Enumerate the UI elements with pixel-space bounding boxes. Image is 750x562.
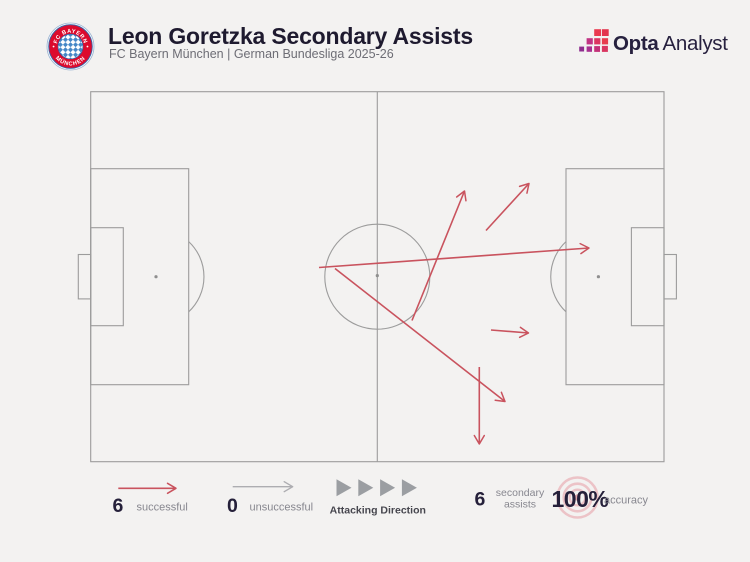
legend-successful-count: 6 (113, 495, 124, 517)
page-title: Leon Goretzka Secondary Assists (108, 23, 473, 49)
pass-arrow (318, 242, 590, 269)
pass-arrows-layer (318, 182, 590, 445)
secondary-assists-count: 6 (475, 489, 486, 511)
pitch-outline (77, 91, 677, 463)
penalty-area-left (90, 168, 190, 386)
secondary-assists-label-line1: secondary (496, 487, 545, 499)
pass-arrow (411, 190, 467, 321)
penalty-arc-left (188, 241, 205, 313)
pass-arrow (334, 267, 506, 403)
accuracy-target-icon (556, 476, 599, 519)
legend: 6 successful 0 unsuccessful Attacking Di… (113, 476, 649, 519)
accuracy-value: 100% (552, 486, 609, 512)
pass-arrow (490, 326, 530, 339)
attacking-direction-label: Attacking Direction (330, 505, 426, 517)
penalty-arc-right (550, 241, 567, 313)
six-yard-box-right (630, 227, 665, 327)
six-yard-box-left (90, 227, 124, 327)
legend-unsuccessful-label: unsuccessful (250, 502, 314, 514)
secondary-assists-label-line2: assists (504, 499, 536, 511)
brand-wordmark: Opta Analyst (613, 32, 728, 56)
opta-analyst-logo-icon (579, 29, 609, 52)
page-subtitle: FC Bayern München | German Bundesliga 20… (109, 47, 394, 61)
pass-arrow (485, 182, 530, 232)
fc-bayern-crest-icon: FC BAYERN MÜNCHEN (46, 22, 95, 71)
center-spot (375, 274, 379, 278)
penalty-spot-left (154, 275, 158, 279)
penalty-area-right (565, 168, 665, 386)
brand-word-analyst: Analyst (662, 32, 728, 55)
goal-right (663, 253, 677, 300)
accuracy-label: accuracy (604, 495, 649, 507)
legend-unsuccessful-count: 0 (227, 495, 238, 517)
brand-word-opta: Opta (613, 32, 659, 55)
attacking-direction-triangles-icon (336, 479, 417, 497)
legend-successful-label: successful (137, 502, 188, 514)
goal-left (77, 253, 92, 300)
penalty-spot-right (596, 275, 601, 279)
